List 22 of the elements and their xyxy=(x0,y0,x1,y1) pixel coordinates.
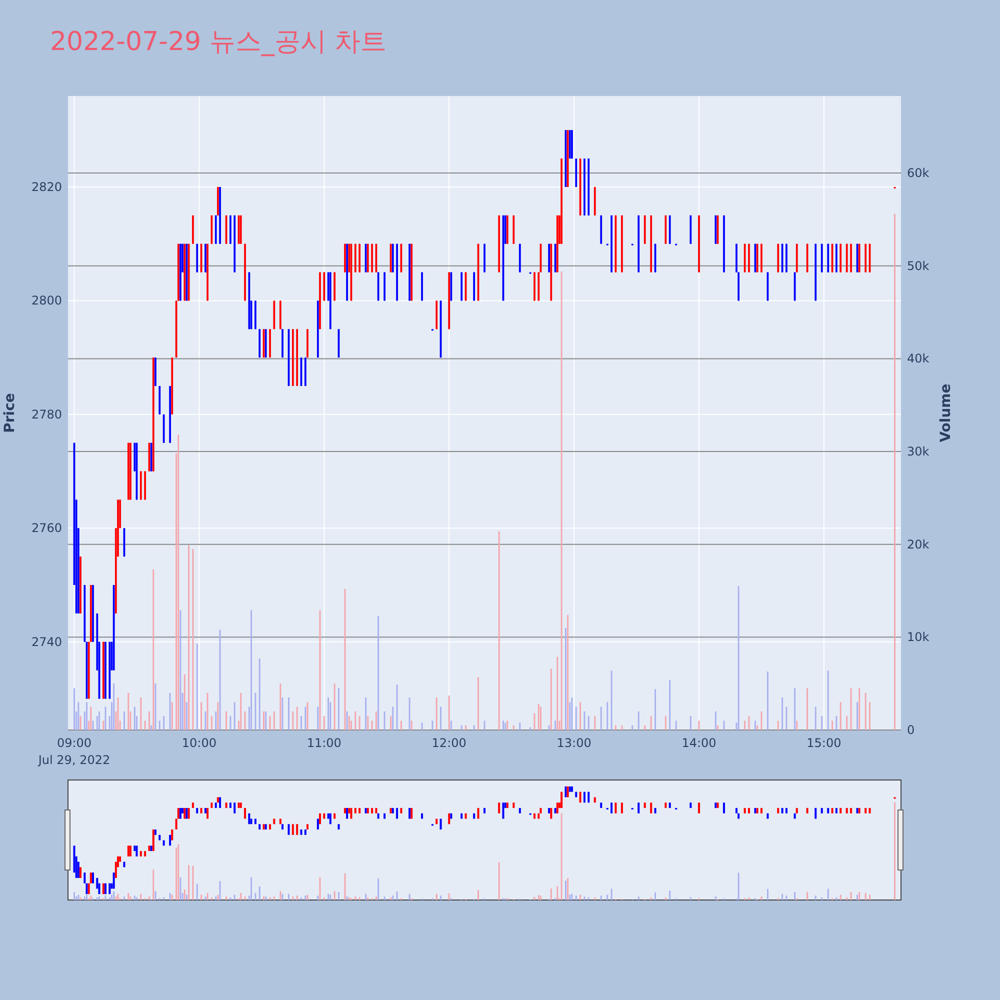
y-tick-label: 2740 xyxy=(31,634,62,649)
y2-tick-label: 50k xyxy=(907,258,930,273)
y-tick-label: 2820 xyxy=(31,180,62,194)
y2-tick-label: 20k xyxy=(907,537,930,552)
y2-tick-label: 30k xyxy=(907,444,930,459)
x-tick-label: 13:00 xyxy=(556,736,592,750)
y2-tick-label: 0 xyxy=(907,723,915,737)
y2-tick-label: 40k xyxy=(907,352,930,366)
y-tick-label: 2800 xyxy=(31,294,62,308)
y2-tick-label: 60k xyxy=(907,166,930,180)
x-tick-label: 15:00 xyxy=(806,736,842,750)
x-tick-label: 09:00 Jul 29, 2022 xyxy=(37,736,110,767)
y-axis-title: Price xyxy=(2,393,18,433)
y2-axis-title: Volume xyxy=(938,384,954,442)
x-tick-label: 12:00 xyxy=(432,736,466,750)
x-tick-label: 14:00 xyxy=(682,736,716,750)
y2-tick-label: 10k xyxy=(907,630,930,644)
chart-title: 2022-07-29 뉴스_공시 차트 xyxy=(50,27,387,57)
x-tick-label: 10:00 xyxy=(182,736,216,750)
y-tick-label: 2760 xyxy=(31,521,62,536)
y-tick-label: 2780 xyxy=(31,407,62,422)
x-tick-label: 11:00 xyxy=(306,736,342,750)
